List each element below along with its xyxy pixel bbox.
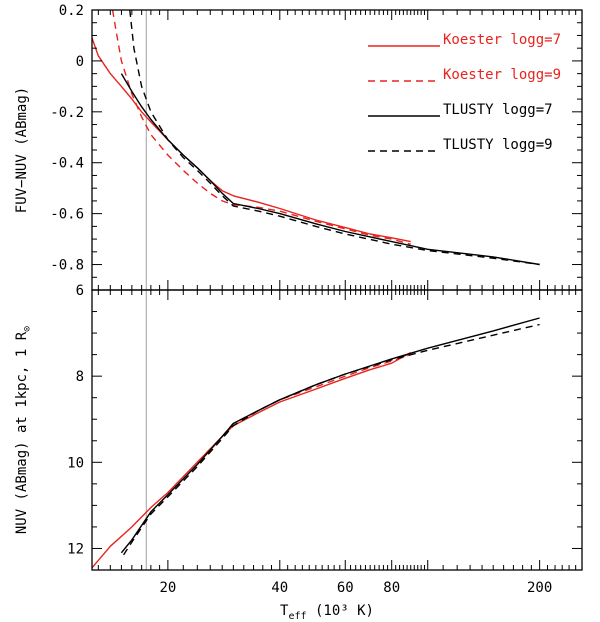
x-tick-label: 80 — [383, 580, 400, 596]
y-axis-title-sub: ⊙ — [22, 326, 33, 332]
x-ticks — [97, 10, 577, 290]
legend-label: Koester logg=9 — [443, 67, 561, 83]
x-axis-title-rest: (10³ K) — [307, 603, 374, 619]
series-line-tlusty-logg-9 — [123, 323, 540, 556]
series-line-koester-logg-9 — [196, 353, 411, 463]
y-axis-title: FUV−NUV (ABmag) — [14, 87, 30, 213]
series-line-koester-logg-7 — [92, 351, 412, 569]
legend-label: TLUSTY logg=7 — [443, 102, 553, 118]
series-group — [92, 317, 540, 569]
legend-label: Koester logg=7 — [443, 32, 561, 48]
x-axis-title: Teff (10³ K) — [280, 603, 374, 622]
y-tick-label: -0.6 — [50, 207, 84, 223]
x-tick-label: 200 — [527, 580, 552, 596]
y-tick-label: 0.2 — [59, 3, 84, 19]
x-tick-label: 40 — [271, 580, 288, 596]
y-ticks — [92, 289, 582, 571]
y-ticks — [92, 9, 582, 291]
x-tick-label: 20 — [159, 580, 176, 596]
plot-frame — [91, 289, 583, 571]
y-tick-label: 12 — [67, 541, 84, 557]
series-group — [92, 10, 540, 266]
y-tick-label: -0.4 — [50, 156, 84, 172]
y-axis-title: NUV (ABmag) at 1kpc, 1 R⊙ — [14, 326, 33, 534]
x-tick-label: 60 — [337, 580, 354, 596]
series-line-tlusty-logg-7 — [120, 73, 540, 266]
series-line-koester-logg-7 — [92, 37, 411, 243]
y-tick-label: 6 — [76, 283, 84, 299]
legend: Koester logg=7 Koester logg=9 TLUSTY logg=… — [368, 32, 561, 153]
legend-label: TLUSTY logg=9 — [443, 137, 553, 153]
series-line-tlusty-logg-9 — [129, 10, 540, 266]
y-tick-label: 0 — [76, 54, 84, 70]
y-tick-label: 10 — [67, 455, 84, 471]
x-ticks — [97, 290, 577, 570]
y-tick-label: 8 — [76, 369, 84, 385]
y-tick-label: -0.8 — [50, 258, 84, 274]
series-line-koester-logg-9 — [111, 10, 411, 245]
y-tick-label: -0.2 — [50, 105, 84, 121]
series-line-tlusty-logg-7 — [120, 317, 540, 554]
x-axis-title-sub: eff — [288, 611, 306, 622]
panel-bottom: 6 8 10 12 NUV (ABmag) at 1kpc, 1 R⊙ 20 40 60 80 2… — [14, 283, 583, 622]
